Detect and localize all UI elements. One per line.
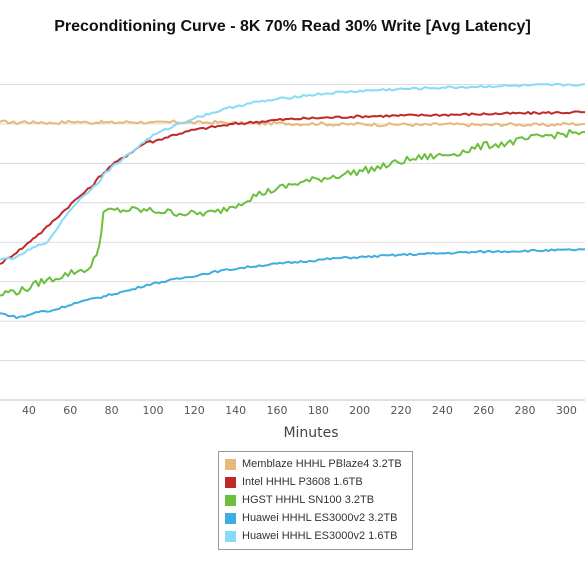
legend-label: HGST HHHL SN100 3.2TB [242, 494, 375, 506]
series-line [0, 128, 585, 297]
x-tick-label: 280 [515, 404, 536, 417]
x-tick-label: 300 [556, 404, 577, 417]
x-tick-label: 260 [473, 404, 494, 417]
legend: Memblaze HHHL PBlaze4 3.2TB Intel HHHL P3… [218, 451, 413, 550]
legend-swatch [225, 458, 236, 470]
series-line [0, 83, 585, 261]
legend-swatch [225, 476, 236, 488]
series-line [0, 110, 585, 265]
legend-label: Memblaze HHHL PBlaze4 3.2TB [242, 458, 402, 470]
x-tick-label: 240 [432, 404, 453, 417]
x-tick-label: 220 [391, 404, 412, 417]
legend-label: Intel HHHL P3608 1.6TB [242, 476, 363, 488]
chart-title: Preconditioning Curve - 8K 70% Read 30% … [54, 18, 531, 35]
legend-item[interactable]: HGST HHHL SN100 3.2TB [225, 491, 406, 509]
legend-item[interactable]: Intel HHHL P3608 1.6TB [225, 473, 406, 491]
x-tick-label: 160 [266, 404, 287, 417]
x-tick-label: 60 [63, 404, 77, 417]
x-tick-label: 120 [184, 404, 205, 417]
x-tick-label: 100 [142, 404, 163, 417]
legend-label: Huawei HHHL ES3000v2 3.2TB [242, 512, 398, 524]
series-line [0, 248, 585, 320]
legend-item[interactable]: Memblaze HHHL PBlaze4 3.2TB [225, 455, 406, 473]
x-tick-label: 200 [349, 404, 370, 417]
x-tick-label: 180 [308, 404, 329, 417]
series-layer [0, 83, 585, 320]
legend-item[interactable]: Huawei HHHL ES3000v2 3.2TB [225, 509, 406, 527]
x-tick-label: 40 [22, 404, 36, 417]
legend-swatch [225, 530, 236, 542]
x-tick-labels: 40 60 80 100 120 140 160 180 200 220 240 260 280 300 [22, 404, 577, 417]
legend-item[interactable]: Huawei HHHL ES3000v2 1.6TB [225, 527, 406, 545]
x-tick-label: 140 [225, 404, 246, 417]
grid-layer [0, 83, 585, 401]
legend-swatch [225, 512, 236, 524]
series-line [0, 119, 585, 128]
legend-label: Huawei HHHL ES3000v2 1.6TB [242, 530, 398, 542]
x-tick-label: 80 [105, 404, 119, 417]
legend-swatch [225, 494, 236, 506]
x-axis-label: Minutes [283, 425, 338, 441]
